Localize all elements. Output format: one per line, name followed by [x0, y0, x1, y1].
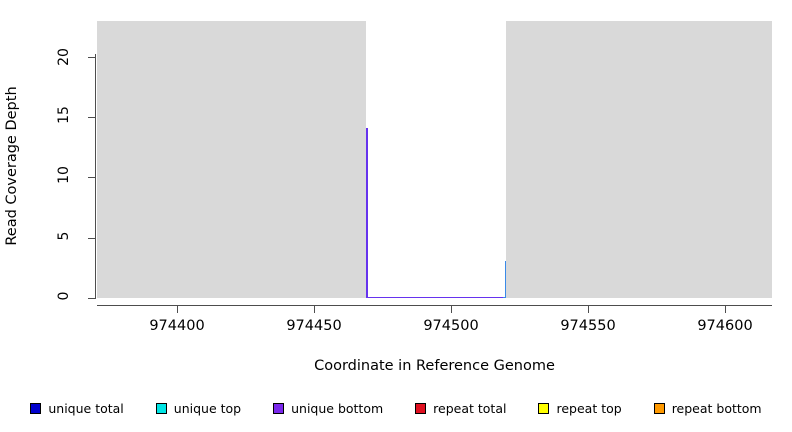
y-tick-mark-15: [88, 117, 95, 118]
legend-item-unique-bottom: unique bottom: [273, 401, 383, 416]
x-tick-mark-974500: [451, 306, 452, 313]
y-axis-line: [95, 54, 96, 299]
shaded-region-right: [506, 21, 772, 298]
x-tick-label-974400: 974400: [149, 318, 205, 334]
y-tick-mark-10: [88, 177, 95, 178]
legend-item-repeat-total: repeat total: [415, 401, 506, 416]
x-tick-label-974550: 974550: [560, 318, 616, 334]
legend-swatch-icon: [30, 402, 42, 414]
legend-swatch-icon: [155, 402, 167, 414]
y-tick-label-10: 10: [56, 166, 72, 184]
x-tick-mark-974550: [588, 306, 589, 313]
x-axis-title: Coordinate in Reference Genome: [314, 358, 555, 374]
y-tick-label-5: 5: [56, 231, 72, 241]
x-axis-line: [97, 305, 772, 306]
legend-label: unique total: [48, 400, 124, 416]
plot-panel: [97, 21, 772, 298]
y-axis-title: Read Coverage Depth: [4, 86, 20, 246]
legend-label: repeat top: [556, 400, 622, 416]
y-tick-label-0: 0: [56, 291, 72, 301]
legend-item-unique-top: unique top: [155, 400, 242, 416]
legend-label: unique bottom: [291, 400, 384, 416]
legend-swatch-icon: [273, 402, 285, 414]
y-tick-mark-0: [88, 298, 95, 299]
legend-swatch-icon: [538, 402, 550, 414]
shaded-region-left: [97, 21, 366, 298]
x-tick-mark-974450: [314, 306, 315, 313]
legend-item-unique-total: unique total: [30, 400, 124, 416]
chart-legend: unique total unique top unique bottom re…: [0, 398, 792, 418]
legend-label: repeat total: [433, 400, 507, 416]
x-tick-mark-974600: [725, 306, 726, 313]
legend-label: repeat bottom: [671, 400, 762, 416]
y-tick-mark-20: [88, 57, 95, 58]
y-tick-label-20: 20: [56, 48, 72, 66]
legend-item-repeat-top: repeat top: [538, 400, 622, 416]
x-tick-label-974450: 974450: [286, 318, 342, 334]
y-tick-mark-5: [88, 238, 95, 239]
x-tick-label-974600: 974600: [697, 318, 753, 334]
x-tick-mark-974400: [177, 306, 178, 313]
y-tick-label-15: 15: [56, 106, 72, 124]
legend-swatch-icon: [653, 402, 665, 414]
legend-label: unique top: [173, 400, 242, 416]
x-tick-label-974500: 974500: [423, 318, 479, 334]
legend-swatch-icon: [415, 402, 427, 414]
legend-item-repeat-bottom: repeat bottom: [653, 400, 762, 416]
